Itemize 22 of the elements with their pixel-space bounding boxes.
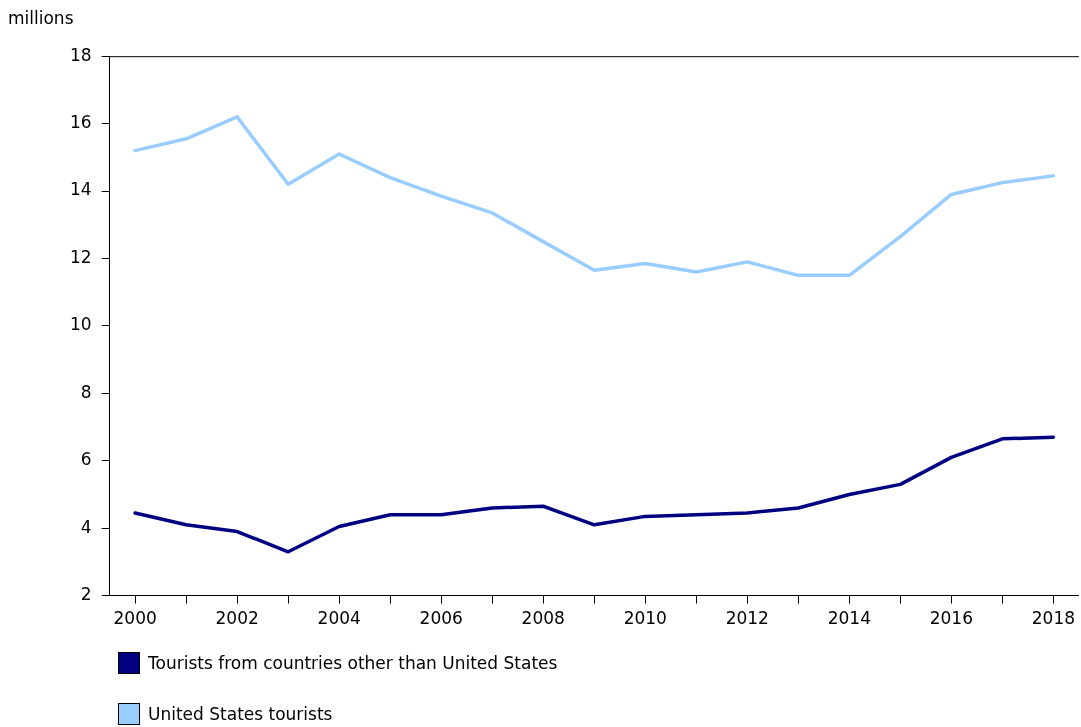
x-tick-label: 2014 <box>827 608 871 629</box>
x-tick-label: 2008 <box>521 608 565 629</box>
x-tick-label: 2012 <box>725 608 769 629</box>
x-tick-label: 2000 <box>113 608 157 629</box>
legend-label: Tourists from countries other than United States <box>148 653 558 673</box>
x-tick-label: 2004 <box>317 608 361 629</box>
y-axis-title: millions <box>8 8 74 28</box>
y-tick-label: 14 <box>69 179 92 200</box>
y-tick-label: 2 <box>80 584 92 605</box>
x-tick-label: 2006 <box>419 608 463 629</box>
x-tick-label: 2002 <box>215 608 259 629</box>
y-tick-label: 12 <box>69 246 92 267</box>
x-tick-label: 2018 <box>1031 608 1075 629</box>
y-tick-label: 4 <box>80 516 92 537</box>
y-tick-label: 16 <box>69 112 92 133</box>
y-tick-label: 10 <box>69 314 92 335</box>
y-tick-label: 18 <box>69 44 92 65</box>
x-tick-label: 2010 <box>623 608 667 629</box>
x-tick-label: 2016 <box>929 608 973 629</box>
y-tick-label: 8 <box>80 381 92 402</box>
y-tick-label: 6 <box>80 449 92 470</box>
legend-label: United States tourists <box>148 704 333 724</box>
